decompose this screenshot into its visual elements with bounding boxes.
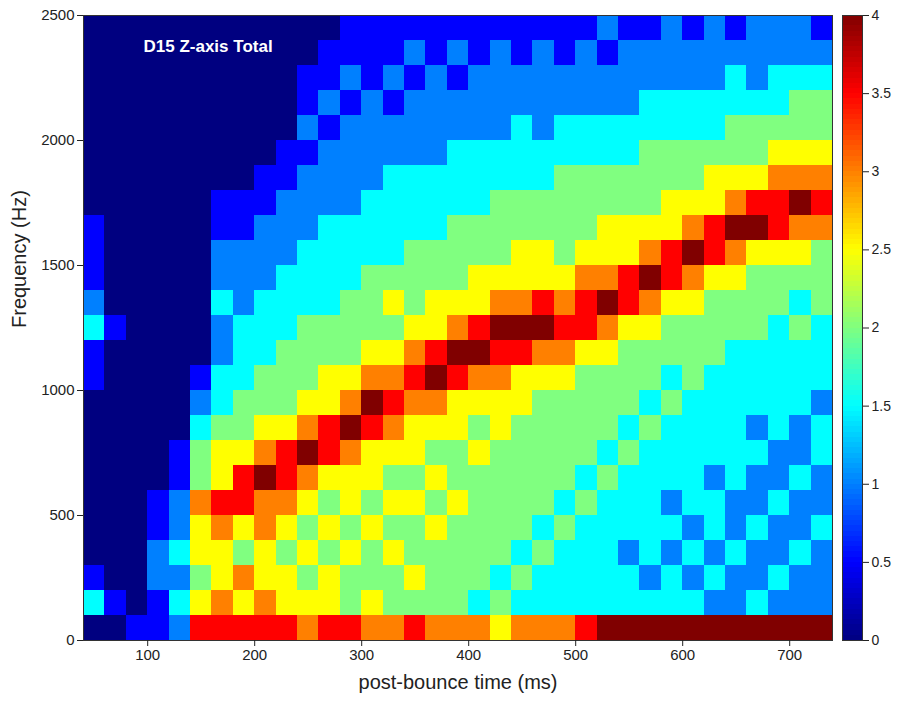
svg-text:600: 600 [670, 646, 695, 663]
svg-text:100: 100 [135, 646, 160, 663]
svg-text:0: 0 [66, 631, 74, 648]
svg-text:2000: 2000 [41, 131, 74, 148]
svg-text:1.5: 1.5 [872, 398, 892, 414]
svg-text:3.5: 3.5 [872, 85, 892, 101]
svg-text:300: 300 [349, 646, 374, 663]
svg-text:200: 200 [242, 646, 267, 663]
svg-text:1000: 1000 [41, 381, 74, 398]
svg-text:0.5: 0.5 [872, 554, 892, 570]
svg-text:1500: 1500 [41, 256, 74, 273]
svg-text:4: 4 [872, 7, 880, 23]
svg-text:2.5: 2.5 [872, 241, 892, 257]
svg-text:500: 500 [49, 506, 74, 523]
svg-text:post-bounce time (ms): post-bounce time (ms) [359, 671, 558, 693]
svg-text:400: 400 [456, 646, 481, 663]
svg-text:0: 0 [872, 632, 880, 648]
svg-text:Frequency (Hz): Frequency (Hz) [8, 190, 30, 328]
svg-text:2500: 2500 [41, 6, 74, 23]
svg-text:D15 Z-axis Total: D15 Z-axis Total [144, 37, 273, 56]
svg-text:1: 1 [872, 476, 880, 492]
svg-text:700: 700 [777, 646, 802, 663]
svg-text:3: 3 [872, 163, 880, 179]
svg-text:500: 500 [563, 646, 588, 663]
svg-text:2: 2 [872, 319, 880, 335]
